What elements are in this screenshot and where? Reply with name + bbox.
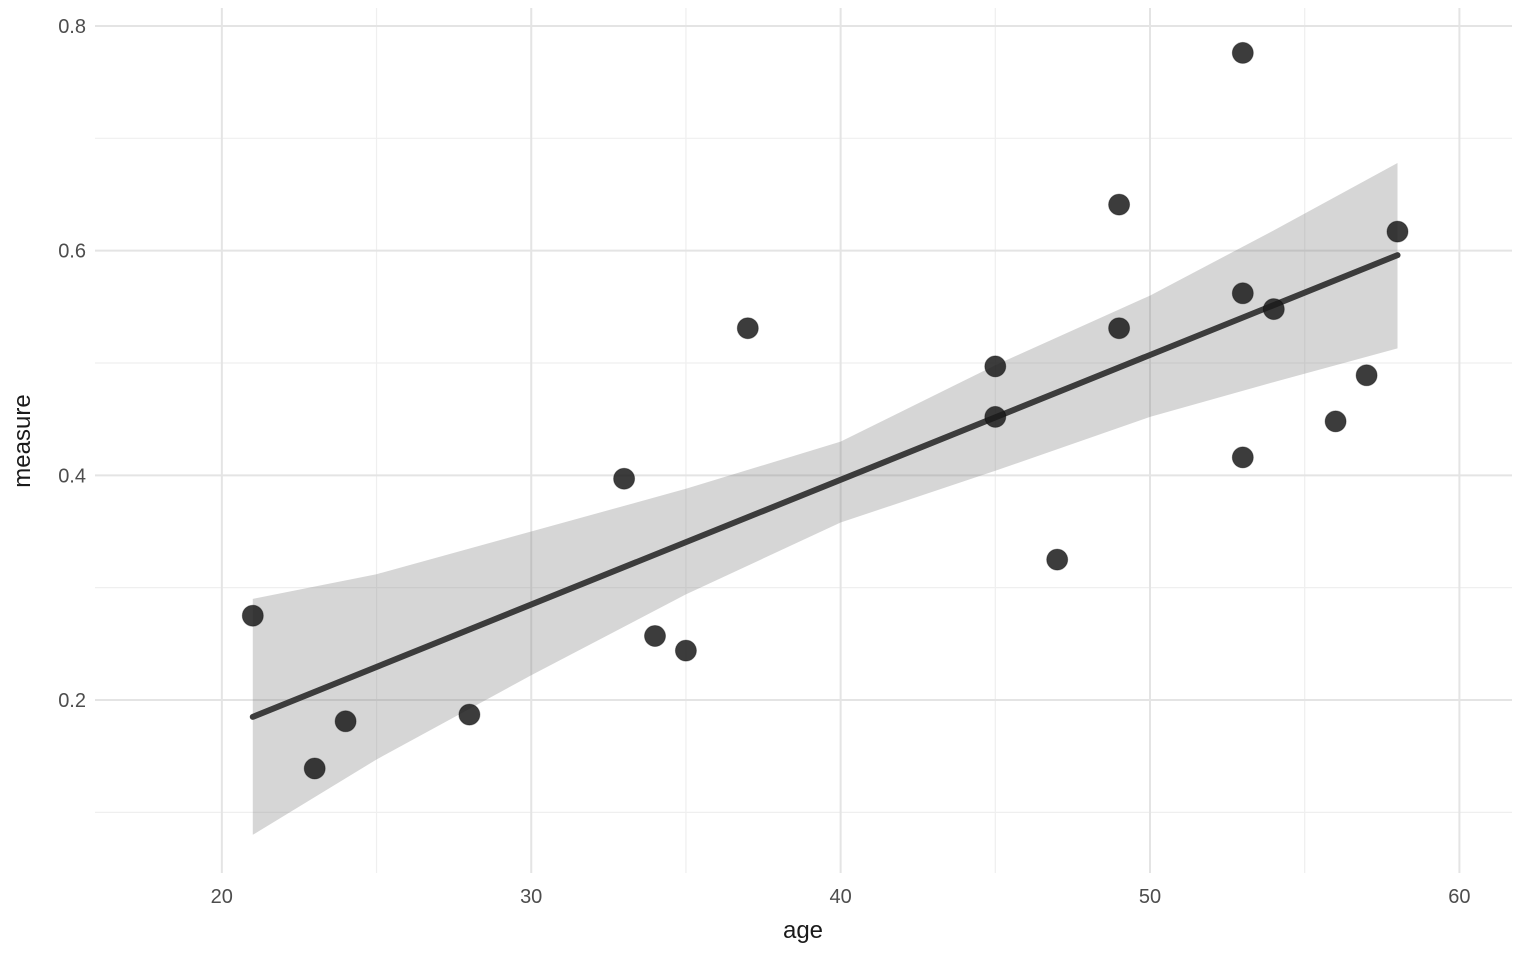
- x-axis-title: age: [783, 917, 823, 944]
- data-point: [303, 757, 326, 780]
- x-tick-label: 50: [1139, 886, 1161, 908]
- x-tick-label: 60: [1448, 886, 1470, 908]
- grid-minor-lines: [95, 8, 1512, 873]
- data-point: [1108, 317, 1131, 340]
- y-tick-label: 0.8: [58, 16, 86, 38]
- data-point: [1046, 548, 1069, 571]
- x-tick-label: 30: [520, 886, 542, 908]
- y-tick-label: 0.4: [58, 465, 86, 487]
- data-point: [984, 355, 1007, 378]
- x-axis-tick-labels: 20 30 40 50 60: [211, 886, 1471, 908]
- data-point: [1386, 220, 1409, 243]
- data-point: [613, 467, 636, 490]
- data-point: [334, 710, 357, 733]
- confidence-band: [252, 163, 1398, 835]
- y-tick-label: 0.6: [58, 241, 86, 263]
- data-points: [241, 41, 1409, 780]
- data-point: [674, 639, 697, 662]
- regression-line: [249, 252, 1401, 720]
- data-point: [1324, 410, 1347, 433]
- ci-band-area: [252, 163, 1398, 835]
- grid-major-lines: [95, 8, 1512, 873]
- x-tick-label: 20: [211, 886, 233, 908]
- data-point: [1262, 298, 1285, 321]
- y-axis-tick-labels: 0.2 0.4 0.6 0.8: [58, 16, 86, 712]
- data-point: [736, 317, 759, 340]
- x-tick-label: 40: [829, 886, 851, 908]
- trend-line: [249, 252, 1401, 720]
- data-point: [1231, 282, 1254, 305]
- data-point: [458, 703, 481, 726]
- data-point: [1108, 193, 1131, 216]
- data-point: [984, 405, 1007, 428]
- y-axis-title: measure: [9, 394, 36, 487]
- data-point: [1231, 41, 1254, 64]
- y-tick-label: 0.2: [58, 690, 86, 712]
- data-point: [1355, 364, 1378, 387]
- data-point: [644, 625, 666, 647]
- data-point: [241, 604, 264, 627]
- data-point: [1231, 446, 1254, 469]
